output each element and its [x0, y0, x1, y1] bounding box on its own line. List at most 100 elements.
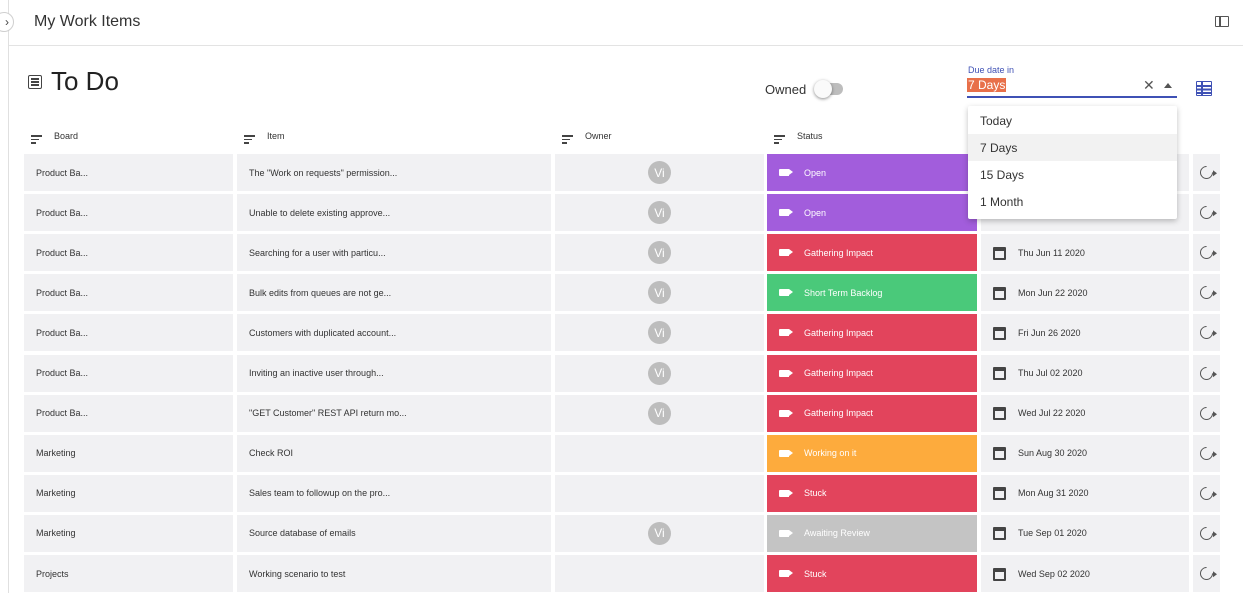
- owner-cell[interactable]: Vi: [555, 354, 764, 392]
- item-cell[interactable]: Searching for a user with particu...: [237, 234, 551, 272]
- sort-icon[interactable]: [244, 135, 255, 144]
- owner-cell[interactable]: Vi: [555, 394, 764, 432]
- avatar[interactable]: Vi: [648, 161, 671, 184]
- side-panel-icon[interactable]: [1215, 16, 1229, 27]
- avatar[interactable]: Vi: [648, 281, 671, 305]
- due-option-7-days[interactable]: 7 Days: [968, 134, 1177, 161]
- item-cell[interactable]: Source database of emails: [237, 514, 551, 552]
- table-row[interactable]: Marketing Source database of emails Vi A…: [24, 514, 1220, 552]
- owned-toggle-knob[interactable]: [814, 80, 832, 98]
- board-cell[interactable]: Product Ba...: [24, 354, 233, 392]
- owner-cell[interactable]: Vi: [555, 274, 764, 312]
- owner-cell[interactable]: [555, 474, 764, 512]
- owner-cell[interactable]: Vi: [555, 154, 764, 191]
- date-cell[interactable]: Thu Jun 11 2020: [981, 234, 1189, 272]
- board-cell[interactable]: Marketing: [24, 474, 233, 512]
- due-option-today[interactable]: Today: [980, 113, 1013, 128]
- board-cell[interactable]: Product Ba...: [24, 194, 233, 232]
- calendar-icon[interactable]: [993, 286, 1006, 300]
- table-view-icon[interactable]: [1196, 81, 1212, 96]
- refresh-icon[interactable]: [1197, 283, 1216, 302]
- item-cell[interactable]: Check ROI: [237, 434, 551, 472]
- item-cell[interactable]: Sales team to followup on the pro...: [237, 474, 551, 512]
- board-cell[interactable]: Product Ba...: [24, 274, 233, 312]
- table-row[interactable]: Marketing Sales team to followup on the …: [24, 474, 1220, 512]
- table-row[interactable]: Product Ba... The "Work on requests" per…: [24, 154, 1220, 191]
- avatar[interactable]: Vi: [648, 521, 671, 545]
- status-cell[interactable]: Gathering Impact: [767, 314, 977, 352]
- status-cell[interactable]: Gathering Impact: [767, 394, 977, 432]
- calendar-icon[interactable]: [993, 367, 1006, 380]
- calendar-icon[interactable]: [993, 567, 1006, 581]
- column-header-status[interactable]: Status: [774, 127, 823, 144]
- date-cell[interactable]: Tue Sep 01 2020: [981, 514, 1189, 552]
- avatar[interactable]: Vi: [648, 401, 671, 425]
- sort-icon[interactable]: [31, 135, 42, 144]
- date-cell[interactable]: Mon Jun 22 2020: [981, 274, 1189, 312]
- table-row[interactable]: Product Ba... "GET Customer" REST API re…: [24, 394, 1220, 432]
- calendar-icon[interactable]: [993, 407, 1006, 421]
- caret-up-icon[interactable]: [1164, 83, 1172, 88]
- date-cell[interactable]: Wed Sep 02 2020: [981, 555, 1189, 592]
- status-cell[interactable]: Stuck: [767, 474, 977, 512]
- refresh-icon[interactable]: [1197, 484, 1216, 503]
- board-cell[interactable]: Product Ba...: [24, 234, 233, 272]
- refresh-icon[interactable]: [1197, 403, 1216, 423]
- item-cell[interactable]: Bulk edits from queues are not ge...: [237, 274, 551, 312]
- avatar[interactable]: Vi: [648, 201, 671, 225]
- owner-cell[interactable]: [555, 555, 764, 592]
- refresh-icon[interactable]: [1197, 524, 1216, 543]
- status-cell[interactable]: Open: [767, 194, 977, 232]
- table-row[interactable]: Product Ba... Customers with duplicated …: [24, 314, 1220, 352]
- expand-sidebar-button[interactable]: ›: [0, 12, 14, 32]
- owner-cell[interactable]: Vi: [555, 234, 764, 272]
- board-cell[interactable]: Product Ba...: [24, 314, 233, 352]
- refresh-icon[interactable]: [1197, 203, 1216, 222]
- table-row[interactable]: Projects Working scenario to test Stuck …: [24, 555, 1220, 592]
- owner-cell[interactable]: Vi: [555, 514, 764, 552]
- calendar-icon[interactable]: [993, 527, 1006, 541]
- item-cell[interactable]: Inviting an inactive user through...: [237, 354, 551, 392]
- table-row[interactable]: Marketing Check ROI Working on it Sun Au…: [24, 434, 1220, 472]
- calendar-icon[interactable]: [993, 326, 1006, 340]
- status-cell[interactable]: Stuck: [767, 555, 977, 592]
- avatar[interactable]: Vi: [648, 321, 671, 345]
- avatar[interactable]: Vi: [648, 361, 671, 385]
- due-date-filter[interactable]: Due date in 7 Days ✕: [967, 63, 1177, 98]
- item-cell[interactable]: Customers with duplicated account...: [237, 314, 551, 352]
- status-cell[interactable]: Gathering Impact: [767, 354, 977, 392]
- calendar-icon[interactable]: [993, 487, 1006, 501]
- refresh-icon[interactable]: [1197, 163, 1216, 182]
- board-cell[interactable]: Projects: [24, 555, 233, 592]
- board-cell[interactable]: Marketing: [24, 514, 233, 552]
- refresh-icon[interactable]: [1197, 564, 1216, 583]
- date-cell[interactable]: Thu Jul 02 2020: [981, 354, 1189, 392]
- due-date-input[interactable]: 7 Days: [967, 78, 1007, 92]
- due-option-1-month[interactable]: 1 Month: [980, 194, 1024, 209]
- refresh-icon[interactable]: [1197, 243, 1216, 262]
- sort-icon[interactable]: [774, 135, 785, 144]
- owner-cell[interactable]: Vi: [555, 314, 764, 352]
- calendar-icon[interactable]: [993, 447, 1006, 461]
- table-row[interactable]: Product Ba... Bulk edits from queues are…: [24, 274, 1220, 312]
- table-row[interactable]: Product Ba... Inviting an inactive user …: [24, 354, 1220, 392]
- due-option-15-days[interactable]: 15 Days: [980, 167, 1025, 182]
- date-cell[interactable]: Wed Jul 22 2020: [981, 394, 1189, 432]
- calendar-icon[interactable]: [993, 246, 1006, 260]
- owner-cell[interactable]: Vi: [555, 194, 764, 232]
- column-header-owner[interactable]: Owner: [562, 127, 612, 144]
- refresh-icon[interactable]: [1197, 443, 1216, 463]
- date-cell[interactable]: Sun Aug 30 2020: [981, 434, 1189, 472]
- status-cell[interactable]: Awaiting Review: [767, 514, 977, 552]
- board-cell[interactable]: Marketing: [24, 434, 233, 472]
- status-cell[interactable]: Open: [767, 154, 977, 191]
- item-cell[interactable]: Working scenario to test: [237, 555, 551, 592]
- status-cell[interactable]: Short Term Backlog: [767, 274, 977, 312]
- board-cell[interactable]: Product Ba...: [24, 394, 233, 432]
- status-cell[interactable]: Working on it: [767, 434, 977, 472]
- refresh-icon[interactable]: [1197, 363, 1216, 383]
- column-header-item[interactable]: Item: [244, 127, 285, 144]
- avatar[interactable]: Vi: [648, 241, 671, 265]
- status-cell[interactable]: Gathering Impact: [767, 234, 977, 272]
- table-row[interactable]: Product Ba... Searching for a user with …: [24, 234, 1220, 272]
